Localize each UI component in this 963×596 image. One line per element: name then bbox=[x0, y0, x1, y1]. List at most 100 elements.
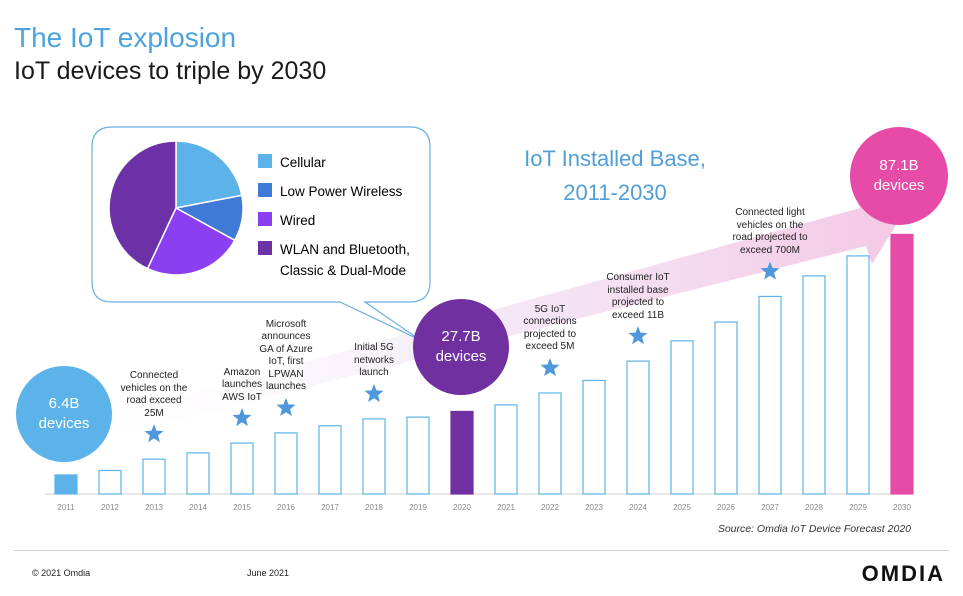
omdia-logo: OMDIA bbox=[861, 561, 945, 586]
callout-2011-circle: 6.4B devices bbox=[16, 366, 112, 462]
milestone-line: installed base bbox=[607, 284, 669, 296]
milestone-line: launches bbox=[221, 379, 263, 391]
milestone-line: exceed 5M bbox=[525, 341, 575, 353]
bar-2030 bbox=[890, 233, 914, 495]
x-tick-2023: 2023 bbox=[585, 503, 603, 512]
milestone-annotation-2022: 5G IoT connections projected to exceed 5M bbox=[505, 304, 595, 354]
milestone-line: IoT, first bbox=[268, 356, 304, 368]
bar-2017 bbox=[318, 425, 342, 495]
milestone-line: Connected bbox=[129, 370, 179, 382]
bar-2015 bbox=[230, 442, 254, 495]
x-tick-2029: 2029 bbox=[849, 503, 867, 512]
milestone-line: Microsoft bbox=[265, 318, 307, 330]
milestone-star-2016 bbox=[276, 397, 296, 416]
milestone-line: Consumer IoT bbox=[606, 272, 670, 284]
x-tick-2013: 2013 bbox=[145, 503, 163, 512]
callout-2030-unit: devices bbox=[873, 177, 925, 194]
legend-label-2: Low Power Wireless bbox=[280, 184, 403, 199]
milestone-line: launches bbox=[265, 381, 307, 393]
milestone-line: projected to bbox=[611, 297, 665, 309]
milestone-line: road projected to bbox=[732, 232, 808, 244]
milestone-star-2027 bbox=[760, 261, 780, 280]
milestone-line: Amazon bbox=[223, 366, 261, 378]
legend-swatch-3 bbox=[258, 212, 272, 226]
chart-title-line-2: 2011-2030 bbox=[563, 180, 667, 205]
x-tick-2020: 2020 bbox=[453, 503, 471, 512]
bar-2022 bbox=[538, 392, 562, 495]
x-tick-2024: 2024 bbox=[629, 503, 647, 512]
legend-label-1: Cellular bbox=[280, 155, 326, 170]
callout-2020-value: 27.7B bbox=[441, 328, 481, 345]
chart-title-line-1: IoT Installed Base, bbox=[524, 146, 706, 171]
milestone-line: exceed 700M bbox=[739, 244, 801, 256]
bar-2020 bbox=[450, 410, 474, 495]
milestone-line: road exceed bbox=[126, 395, 182, 407]
x-tick-2027: 2027 bbox=[761, 503, 779, 512]
milestone-line: connections bbox=[523, 316, 577, 328]
legend-swatch-2 bbox=[258, 183, 272, 197]
milestone-line: announces bbox=[261, 331, 311, 343]
chart-title: IoT Installed Base, 2011-2030 bbox=[490, 142, 740, 210]
bar-2029 bbox=[846, 255, 870, 495]
callout-2020-unit: devices bbox=[435, 348, 487, 365]
legend-label-4: Classic & Dual-Mode bbox=[280, 263, 406, 278]
bar-2018 bbox=[362, 418, 386, 495]
x-tick-2018: 2018 bbox=[365, 503, 383, 512]
x-tick-2015: 2015 bbox=[233, 503, 251, 512]
footer-copyright: © 2021 Omdia bbox=[32, 568, 91, 578]
milestone-star-2022 bbox=[540, 358, 560, 377]
milestone-line: vehicles on the bbox=[736, 219, 804, 231]
milestone-line: launch bbox=[359, 367, 389, 379]
callout-2030-circle: 87.1B devices bbox=[850, 127, 948, 225]
milestone-line: projected to bbox=[523, 328, 577, 340]
callout-2030-value: 87.1B bbox=[879, 157, 919, 174]
legend-label-3: Wired bbox=[280, 213, 315, 228]
x-tick-2019: 2019 bbox=[409, 503, 427, 512]
milestone-line: AWS IoT bbox=[222, 391, 262, 403]
bar-2026 bbox=[714, 321, 738, 495]
footer-date: June 2021 bbox=[247, 568, 290, 578]
x-tick-2011: 2011 bbox=[57, 503, 75, 512]
chart-source: Source: Omdia IoT Device Forecast 2020 bbox=[717, 523, 911, 535]
bar-2027 bbox=[758, 295, 782, 495]
bar-2023 bbox=[582, 379, 606, 495]
bar-2019 bbox=[406, 416, 430, 495]
pie-slice-1 bbox=[175, 140, 243, 209]
milestone-line: Initial 5G bbox=[354, 342, 394, 354]
pie-slice-4 bbox=[108, 140, 177, 270]
bar-2011 bbox=[54, 474, 78, 495]
x-tick-2021: 2021 bbox=[497, 503, 515, 512]
page-subtitle: IoT devices to triple by 2030 bbox=[14, 57, 327, 85]
bar-2028 bbox=[802, 275, 826, 495]
milestone-annotation-2018: Initial 5G networks launch bbox=[329, 342, 419, 380]
bar-2025 bbox=[670, 340, 694, 495]
milestone-line: LPWAN bbox=[268, 368, 304, 380]
legend-swatch-4 bbox=[258, 241, 272, 255]
x-tick-2025: 2025 bbox=[673, 503, 691, 512]
milestone-line: networks bbox=[353, 354, 394, 366]
milestone-annotation-2013: Connected vehicles on the road exceed 25M bbox=[109, 370, 199, 420]
pie-slice-3 bbox=[146, 206, 236, 276]
callout-2011-value: 6.4B bbox=[48, 395, 80, 412]
milestone-star-2024 bbox=[628, 326, 648, 345]
milestone-line: vehicles on the bbox=[120, 382, 188, 394]
milestone-line: exceed 11B bbox=[611, 309, 665, 321]
bar-2012 bbox=[98, 469, 122, 495]
legend-swatch-1 bbox=[258, 154, 272, 168]
milestone-line: 25M bbox=[144, 407, 164, 419]
page-title: The IoT explosion bbox=[14, 22, 237, 53]
milestone-annotation-2016: Microsoft announces GA of Azure IoT, first L… bbox=[241, 319, 331, 394]
milestone-star-2013 bbox=[144, 424, 164, 443]
x-tick-2014: 2014 bbox=[189, 503, 207, 512]
milestone-line: 5G IoT bbox=[534, 303, 566, 315]
milestone-annotation-2024: Consumer IoT installed base projected to ex… bbox=[593, 272, 683, 322]
x-tick-2030: 2030 bbox=[893, 503, 911, 512]
callout-2020-circle: 27.7B devices bbox=[413, 299, 509, 395]
milestone-line: GA of Azure bbox=[259, 343, 313, 355]
milestone-annotation-2015: Amazon launches AWS IoT bbox=[197, 367, 287, 405]
milestone-star-2018 bbox=[364, 383, 384, 402]
x-tick-2017: 2017 bbox=[321, 503, 339, 512]
x-tick-2028: 2028 bbox=[805, 503, 823, 512]
bar-2021 bbox=[494, 404, 518, 495]
